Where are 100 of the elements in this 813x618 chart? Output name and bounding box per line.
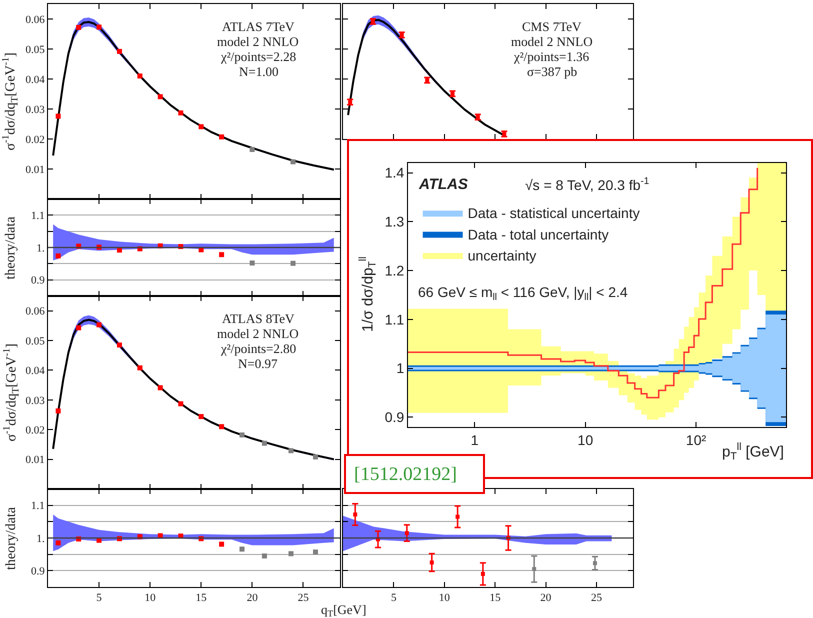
point [592, 561, 597, 566]
point [76, 24, 82, 30]
point [137, 365, 142, 370]
annotation: ATLAS 8TeV [222, 311, 295, 326]
point [96, 322, 102, 328]
point [219, 542, 224, 547]
point [178, 110, 184, 116]
point [262, 440, 267, 446]
point [96, 24, 102, 30]
y-tick-label: 1.4 [384, 164, 404, 181]
point [137, 74, 142, 78]
point [456, 514, 460, 519]
y-tick-label: 0.06 [26, 14, 46, 26]
text: [1512.02192] [354, 464, 457, 485]
x-tick-label: 20 [540, 592, 552, 604]
point [532, 567, 536, 572]
point [239, 432, 244, 438]
x-tick-label: 10² [686, 432, 706, 448]
y-tick-label: 1.1 [31, 500, 45, 512]
point [250, 147, 255, 152]
y-tick-label: 0.05 [26, 335, 46, 348]
y-tick-label: 1.1 [31, 210, 45, 222]
y-tick-label: 1.1 [384, 311, 404, 328]
annotation: χ²/points=2.28 [220, 49, 296, 64]
y-tick-label: 0.9 [31, 274, 46, 287]
annotation: N=1.00 [239, 64, 278, 79]
point [158, 385, 163, 390]
x-tick-label: 20 [246, 592, 258, 604]
y-axis-title: theory/data [4, 506, 19, 570]
y-tick-label: 0.02 [26, 424, 45, 436]
annotation: model 2 NNLO [511, 34, 593, 49]
y-tick-label: 0.06 [26, 306, 46, 318]
point [288, 448, 294, 454]
y-tick-label: 0.02 [26, 134, 45, 146]
point [430, 560, 434, 564]
y-tick-label: 1 [396, 360, 404, 376]
annotation: ATLAS 7TeV [222, 19, 295, 34]
annotation: χ²/points=2.80 [220, 341, 296, 356]
x-tick-label: 10 [578, 432, 594, 448]
x-tick-label: 15 [490, 592, 502, 604]
annotation: χ²/points=1.36 [513, 49, 590, 64]
y-tick-label: 1. [36, 242, 46, 254]
annotation: ATLAS [418, 176, 468, 193]
y-tick-label: 0.9 [384, 409, 404, 426]
y-tick-label: 0.04 [26, 74, 46, 86]
y-tick-label: 0.03 [26, 394, 46, 407]
point [219, 424, 224, 430]
y-tick-label: 0.04 [26, 365, 46, 378]
point [198, 414, 204, 420]
legend-label: Data - statistical uncertainty [468, 205, 640, 222]
y-tick-label: 1. [36, 532, 46, 545]
point [198, 124, 204, 130]
point [262, 553, 267, 558]
x-tick-label: 25 [298, 592, 310, 604]
y-axis-title: theory/data [4, 216, 18, 280]
point [290, 159, 296, 164]
x-tick-label: 25 [591, 592, 602, 604]
legend-label: uncertainty [468, 247, 536, 264]
x-tick-label: 15 [196, 592, 208, 604]
annotation: σ=387 pb [527, 64, 578, 79]
point [178, 401, 184, 406]
legend-label: Data - total uncertainty [468, 226, 609, 242]
y-tick-label: 1.2 [384, 262, 404, 278]
point [56, 540, 61, 546]
y-tick-label: 0.05 [26, 44, 46, 56]
x-tick-label: 10 [438, 592, 450, 604]
point [56, 253, 61, 258]
x-tick-label: 5 [390, 592, 397, 604]
y-tick-label: 0.03 [26, 104, 46, 116]
point [116, 248, 122, 253]
annotation: model 2 NNLO [217, 34, 299, 49]
point [353, 512, 358, 516]
point [116, 342, 122, 348]
point [219, 134, 224, 140]
point [404, 531, 409, 536]
y-tick-label: 0.9 [31, 566, 46, 578]
point [313, 454, 318, 460]
annotation: N=0.97 [238, 356, 278, 371]
point [313, 550, 318, 555]
point [288, 551, 294, 556]
point [219, 252, 224, 258]
y-tick-label: 0.01 [26, 454, 45, 466]
x-axis-title: p$_{T}$$^{ll}$ [GeV] [722, 441, 784, 462]
point [56, 114, 61, 119]
x-axis-title: q$_{T}$[GeV] [321, 602, 366, 618]
point [76, 325, 82, 330]
x-tick-label: 5 [96, 592, 102, 604]
x-tick-label: 1 [470, 432, 479, 448]
point [56, 408, 61, 414]
point [290, 260, 296, 266]
point [158, 94, 163, 100]
y-tick-label: 0.01 [26, 164, 45, 176]
point [250, 260, 255, 266]
point [116, 48, 122, 54]
point [239, 546, 244, 552]
y-tick-label: 1.3 [384, 214, 404, 230]
annotation: model 2 NNLO [217, 326, 299, 341]
x-tick-label: 10 [144, 592, 156, 604]
annotation: CMS 7TeV [522, 19, 582, 34]
annotation: √s = 8 TeV, 20.3 fb$^{-1}$ [525, 176, 650, 193]
